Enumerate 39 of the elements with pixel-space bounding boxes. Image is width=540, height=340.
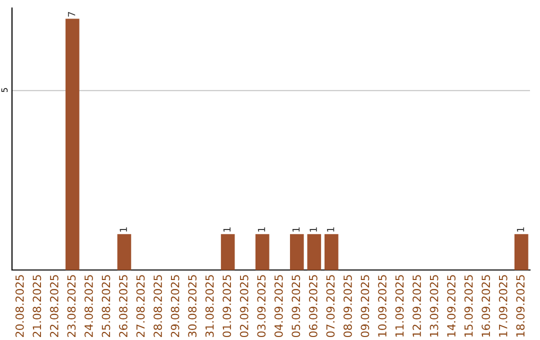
x-tick-label: 31.08.2025 — [205, 275, 214, 337]
x-tick-label: 02.09.2025 — [240, 275, 248, 338]
x-tick-label: 07.09.2025 — [326, 275, 335, 338]
x-tick-label: 26.08.2025 — [119, 275, 128, 337]
x-tick-label: 23.08.2025 — [67, 275, 76, 337]
x-tick-label: 13.09.2025 — [430, 275, 438, 337]
x-tick-label: 20.08.2025 — [15, 275, 24, 337]
x-tick-label: 15.09.2025 — [464, 275, 473, 337]
x-tick-label: 16.09.2025 — [482, 275, 490, 337]
x-tick-label: 18.09.2025 — [516, 275, 525, 337]
x-tick-label: 09.09.2025 — [360, 275, 370, 338]
data-label: 1 — [223, 227, 231, 232]
x-tick-label: 25.08.2025 — [102, 275, 110, 337]
data-label: 7 — [68, 12, 76, 17]
x-tick-label: 01.09.2025 — [222, 275, 232, 338]
x-tick-label: 11.09.2025 — [395, 275, 404, 337]
data-label: 1 — [310, 227, 317, 232]
data-label: 1 — [292, 227, 300, 232]
x-tick-label: 28.08.2025 — [154, 275, 162, 337]
x-tick-label: 21.08.2025 — [32, 275, 42, 337]
data-label: 1 — [258, 227, 266, 232]
data-label: 1 — [120, 227, 127, 232]
x-tick-label: 04.09.2025 — [274, 275, 283, 338]
data-label: 1 — [516, 227, 524, 232]
x-tick-label: 24.08.2025 — [84, 275, 93, 337]
x-tick-label: 17.09.2025 — [498, 275, 508, 337]
data-label: 1 — [327, 227, 334, 232]
x-tick-label: 08.09.2025 — [344, 275, 352, 338]
y-tick-label: 5 — [1, 88, 8, 92]
x-tick-label: 29.08.2025 — [170, 275, 180, 337]
x-tick-label: 06.09.2025 — [308, 275, 318, 338]
x-tick-label: 30.08.2025 — [188, 275, 197, 337]
x-tick-label: 14.09.2025 — [447, 275, 456, 337]
x-tick-label: 22.08.2025 — [50, 275, 58, 337]
x-tick-label: 27.08.2025 — [136, 275, 145, 337]
x-tick-label: 12.09.2025 — [412, 275, 421, 337]
x-tick-label: 10.09.2025 — [378, 275, 386, 337]
x-tick-label: 03.09.2025 — [257, 275, 266, 338]
x-tick-label: 05.09.2025 — [292, 275, 300, 338]
